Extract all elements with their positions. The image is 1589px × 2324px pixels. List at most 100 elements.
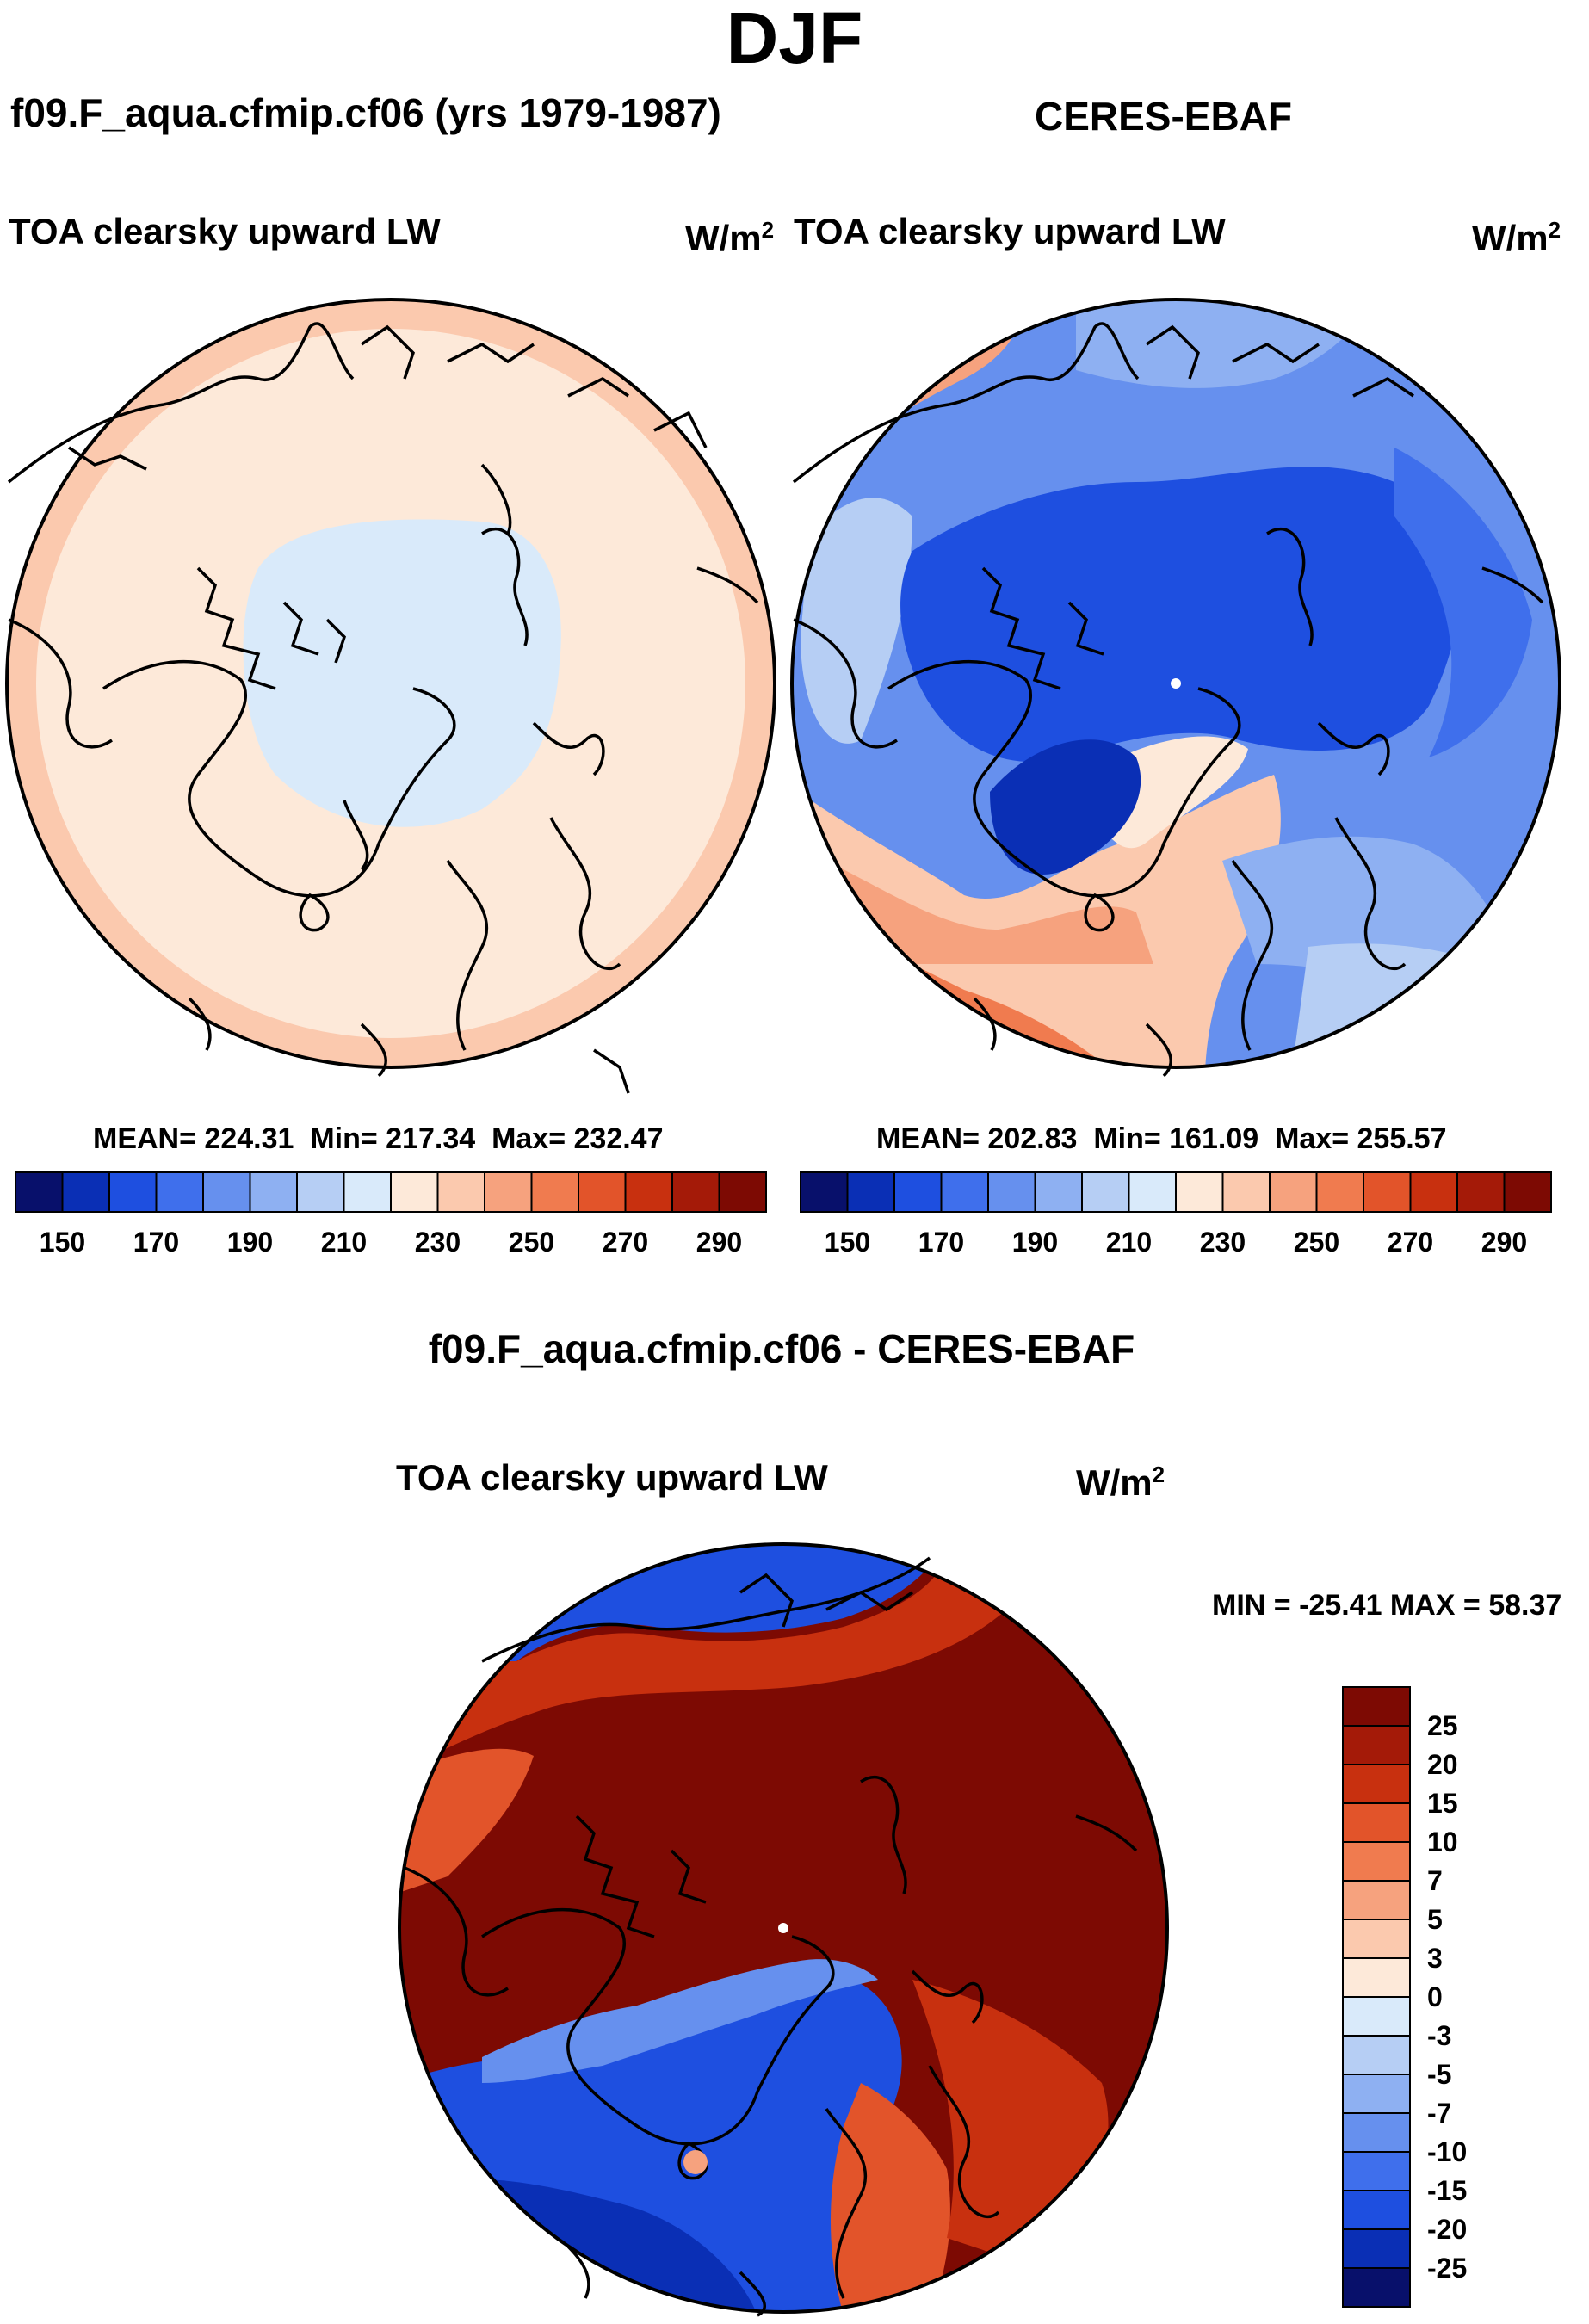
left-colorbar-tick-label: 270 (603, 1227, 648, 1258)
diff-map-border (398, 1542, 1169, 2314)
right-colorbar-swatch (1409, 1171, 1458, 1213)
diff-map-blue-ne (1016, 1544, 1136, 1610)
left-variable-label: TOA clearsky upward LW (9, 211, 441, 251)
diff-colorbar-tick-label: 7 (1427, 1865, 1443, 1896)
right-colorbar-swatch (987, 1171, 1036, 1213)
right-case-title: CERES-EBAF (1035, 94, 1293, 139)
left-colorbar-swatch (249, 1171, 298, 1213)
left-case-title: f09.F_aqua.cfmip.cf06 (yrs 1979-1987) (10, 90, 721, 135)
left-colorbar-swatch (578, 1171, 627, 1213)
left-colorbar-tick-label: 210 (321, 1227, 367, 1258)
diff-colorbar-tick-label: 3 (1427, 1943, 1443, 1974)
left-colorbar-swatch (530, 1171, 579, 1213)
right-colorbar-swatch (1269, 1171, 1318, 1213)
right-colorbar-swatch (1315, 1171, 1364, 1213)
right-stats: MEAN= 202.83 Min= 161.09 Max= 255.57 (876, 1124, 1447, 1153)
right-colorbar-tick-label: 190 (1012, 1227, 1058, 1258)
left-colorbar-swatch (15, 1171, 64, 1213)
diff-colorbar-tick-label: -20 (1427, 2214, 1467, 2245)
left-stats: MEAN= 224.31 Min= 217.34 Max= 232.47 (93, 1124, 664, 1153)
right-colorbar-tick-label: 170 (918, 1227, 964, 1258)
diff-colorbar-swatch (1342, 1880, 1411, 1920)
left-units: W/m2 (685, 217, 775, 258)
left-min: Min= 217.34 (310, 1122, 476, 1155)
diff-map-iceland-fill (683, 2150, 708, 2174)
diff-colorbar-tick-label: -3 (1427, 2020, 1451, 2051)
left-colorbar-tick-label: 190 (227, 1227, 273, 1258)
left-colorbar-swatch (296, 1171, 345, 1213)
diff-colorbar-tick-label: 15 (1427, 1788, 1458, 1819)
left-coastlines (7, 322, 759, 1094)
right-colorbar-tick-label: 250 (1294, 1227, 1339, 1258)
right-map-deepest-greenland (990, 739, 1141, 875)
left-colorbar-tick-label: 250 (509, 1227, 554, 1258)
right-colorbar-swatch (800, 1171, 849, 1213)
left-colorbar: 150 170 190 210 230 250 270 290 150 170 190 210 230 2… (15, 1171, 1552, 1258)
diff-colorbar-swatch (1342, 2190, 1411, 2230)
diff-map-pole-marker (778, 1923, 788, 1933)
figure-title: DJF (726, 0, 863, 78)
left-colorbar-swatch (671, 1171, 720, 1213)
left-colorbar-swatch (108, 1171, 158, 1213)
right-colorbar-tick-label: 150 (825, 1227, 870, 1258)
left-map-polar-cap (243, 519, 561, 827)
diff-colorbar-tick-label: -7 (1427, 2098, 1451, 2129)
diff-colorbar-tick-label: -10 (1427, 2136, 1467, 2167)
right-colorbar-tick-label: 290 (1481, 1227, 1527, 1258)
right-coastlines (792, 322, 1544, 1078)
diff-colorbar-swatch (1342, 1802, 1411, 1843)
left-colorbar-tick-label: 230 (415, 1227, 461, 1258)
right-colorbar-tick-label: 210 (1106, 1227, 1152, 1258)
right-mean: MEAN= 202.83 (876, 1122, 1078, 1155)
diff-colorbar-tick-label: 20 (1427, 1749, 1458, 1780)
right-colorbar-tick-label: 230 (1200, 1227, 1246, 1258)
right-colorbar-swatch (1363, 1171, 1412, 1213)
diff-colorbar-swatch (1342, 2074, 1411, 2114)
right-map-pale-west (801, 498, 912, 744)
right-variable-label: TOA clearsky upward LW (794, 211, 1226, 251)
diff-colorbar-swatch (1342, 1919, 1411, 1959)
left-colorbar-swatch (343, 1171, 392, 1213)
left-max: Max= 232.47 (492, 1122, 664, 1155)
right-max: Max= 255.57 (1275, 1122, 1447, 1155)
diff-colorbar-tick-label: -5 (1427, 2059, 1451, 2090)
diff-map-redwest (399, 1748, 534, 1894)
right-colorbar-swatch (1081, 1171, 1130, 1213)
diff-minmax: MIN = -25.41 MAX = 58.37 (1212, 1589, 1562, 1622)
diff-colorbar-swatch (1342, 1841, 1411, 1882)
left-colorbar-tick-label: 150 (40, 1227, 85, 1258)
left-polar-map (5, 298, 776, 1094)
diff-map-orange-scand (831, 2083, 950, 2312)
diff-colorbar-swatch (1342, 2035, 1411, 2075)
right-map-warmer-band (826, 861, 1153, 964)
diff-colorbar-swatch (1342, 1725, 1411, 1765)
right-map-border (790, 298, 1561, 1069)
right-colorbar-swatch (1128, 1171, 1177, 1213)
diff-colorbar-tick-label: 0 (1427, 1981, 1443, 2012)
diff-colorbar: 25 20 15 10 7 5 3 0 -3 -5 -7 -10 -15 -20 -25 (1342, 1686, 1467, 2308)
diff-colorbar-tick-label: 25 (1427, 1710, 1458, 1741)
diff-colorbar-tick-label: -25 (1427, 2253, 1467, 2284)
diff-colorbar-swatch (1342, 1957, 1411, 1998)
diff-colorbar-swatch (1342, 1996, 1411, 2037)
right-colorbar-swatch (1503, 1171, 1552, 1213)
diff-units: W/m2 (1076, 1462, 1165, 1503)
left-colorbar-tick-label: 170 (133, 1227, 179, 1258)
diff-colorbar-swatch (1342, 1686, 1411, 1727)
left-map-border (5, 298, 776, 1069)
diff-colorbar-swatch (1342, 2267, 1411, 2308)
left-colorbar-swatch (155, 1171, 204, 1213)
right-colorbar-swatch (893, 1171, 943, 1213)
right-units: W/m2 (1472, 217, 1561, 258)
right-map-mid-ring (1394, 448, 1532, 757)
left-colorbar-swatch (718, 1171, 767, 1213)
left-colorbar-swatch (624, 1171, 673, 1213)
left-colorbar-swatch (390, 1171, 439, 1213)
diff-map-orange-band (399, 1558, 1016, 1773)
diff-colorbar-tick-label: -15 (1427, 2175, 1467, 2206)
diff-map-lightblue-band (482, 1959, 878, 2083)
diff-colorbar-swatch (1342, 2112, 1411, 2153)
right-colorbar-swatch (846, 1171, 895, 1213)
diff-colorbar-swatch (1342, 2151, 1411, 2191)
